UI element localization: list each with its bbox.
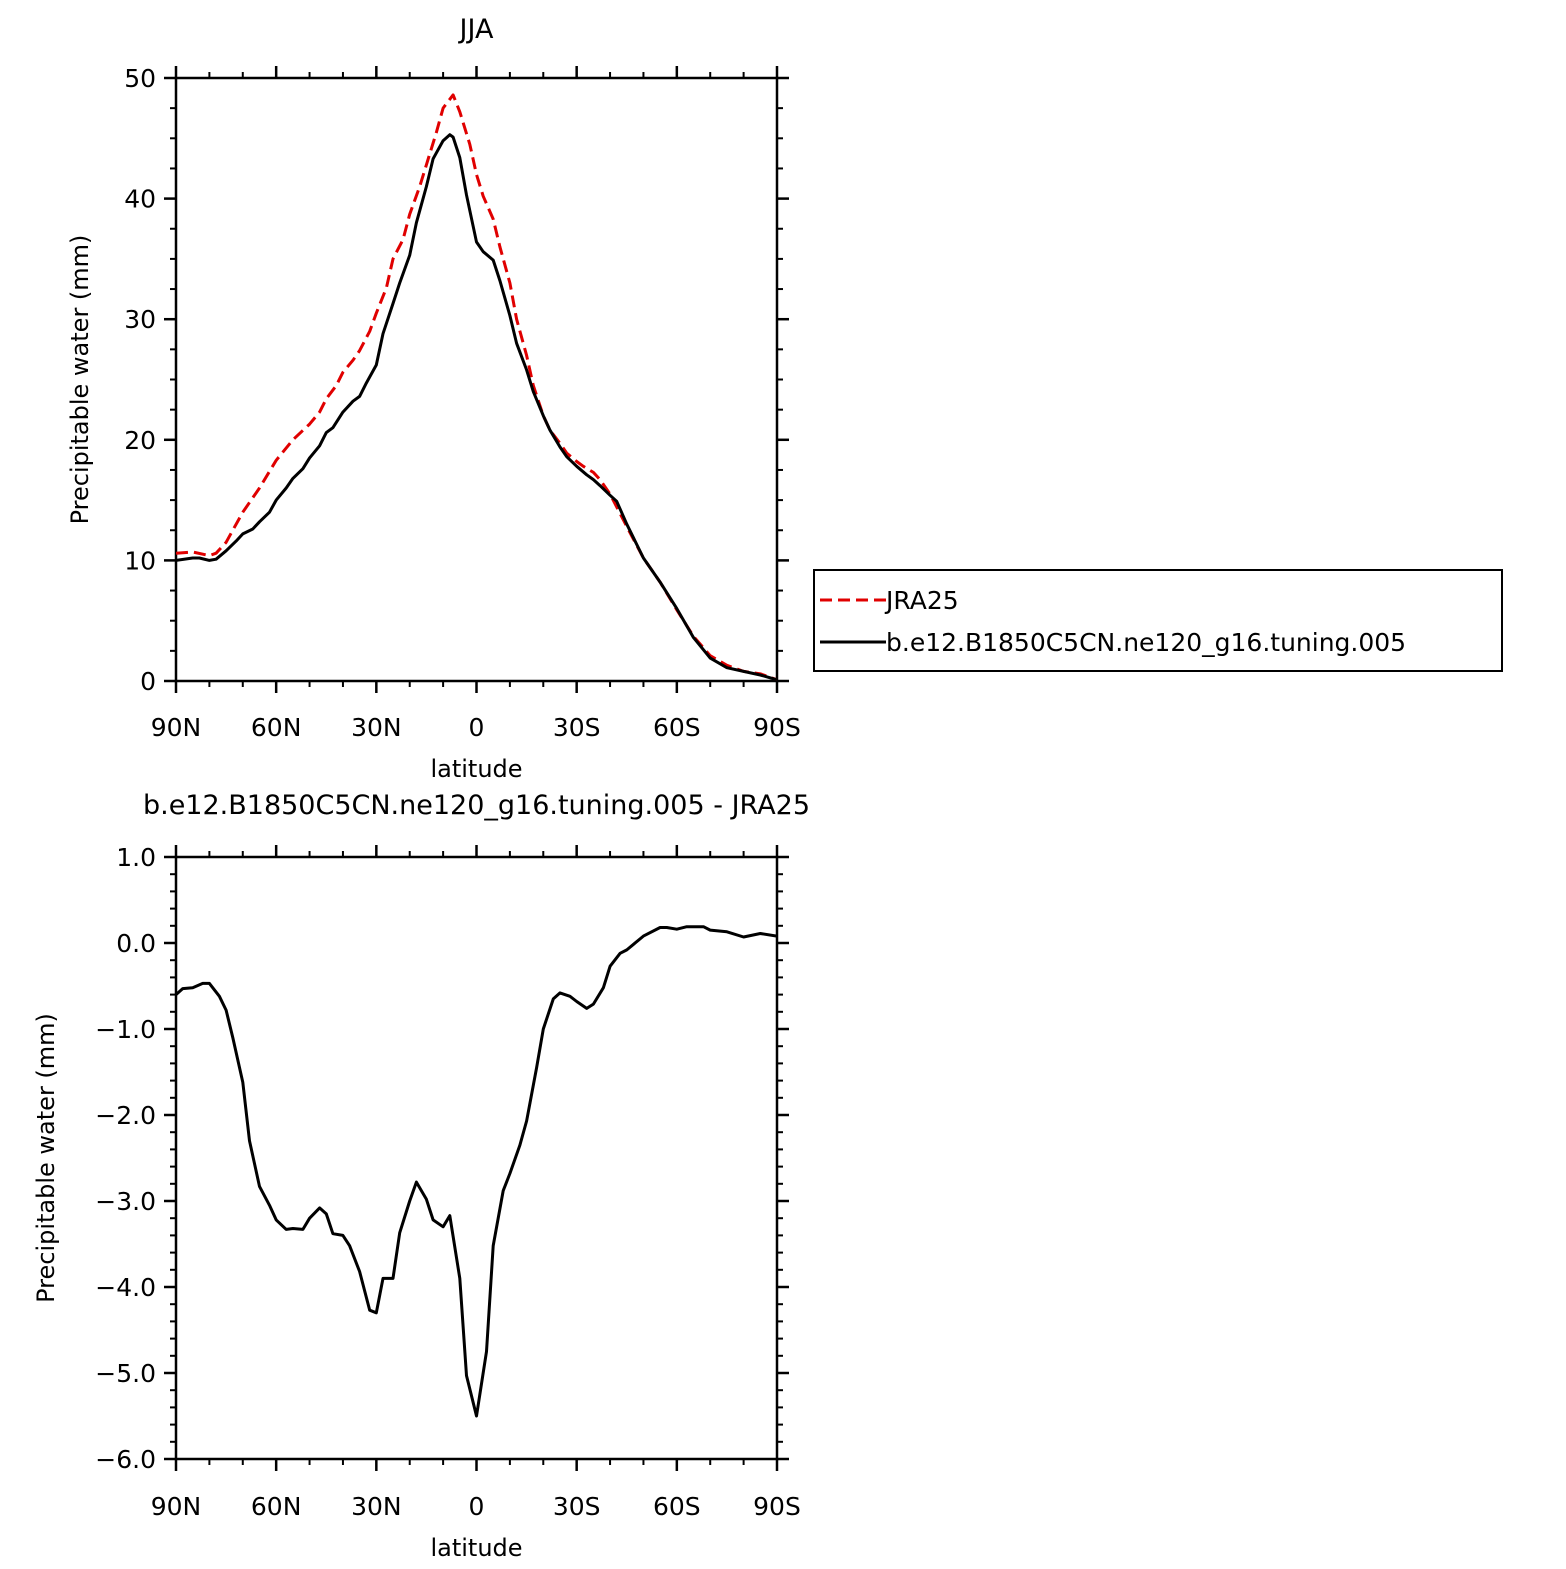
plot-frame xyxy=(174,855,779,1461)
legend-box xyxy=(813,569,1503,672)
y-axis-title: Precipitable water (mm) xyxy=(66,235,94,525)
top-panel-jja: JJA latitude Precipitable water (mm) 90N 60N… xyxy=(66,14,1503,783)
x-tick-label: 90S xyxy=(753,713,801,742)
y-tick-label: −4.0 xyxy=(95,1273,156,1302)
x-tick-label: 0 xyxy=(469,713,485,742)
series-line-b-e12-b1850c5cn-ne120-g16-tuning-005 xyxy=(176,133,777,681)
series-line-difference xyxy=(176,925,777,1418)
x-tick-label: 30S xyxy=(553,1492,601,1521)
y-tick-label: −3.0 xyxy=(95,1187,156,1216)
series-line-jra25 xyxy=(176,93,777,681)
x-tick-label: 0 xyxy=(469,1492,485,1521)
x-tick-label: 30S xyxy=(553,713,601,742)
x-tick-label: 30N xyxy=(351,713,402,742)
x-tick-label: 60N xyxy=(251,713,302,742)
y-tick-label: 1.0 xyxy=(116,843,156,872)
y-tick-label: 20 xyxy=(124,426,156,455)
x-tick-label: 90N xyxy=(151,713,202,742)
x-tick-label: 60S xyxy=(653,713,701,742)
y-tick-label: −6.0 xyxy=(95,1445,156,1474)
x-tick-label: 90S xyxy=(753,1492,801,1521)
legend-label: JRA25 xyxy=(884,586,959,615)
x-tick-label: 60N xyxy=(251,1492,302,1521)
y-tick-label: −1.0 xyxy=(95,1015,156,1044)
y-tick-label: −5.0 xyxy=(95,1359,156,1388)
x-axis-title: latitude xyxy=(430,1534,522,1562)
y-axis-title: Precipitable water (mm) xyxy=(32,1013,60,1303)
x-tick-label: 90N xyxy=(151,1492,202,1521)
y-tick-label: 0 xyxy=(140,667,156,696)
y-tick-label: 0.0 xyxy=(116,929,156,958)
bottom-panel-difference: b.e12.B1850C5CN.ne120_g16.tuning.005 - J… xyxy=(32,790,810,1562)
legend-label: b.e12.B1850C5CN.ne120_g16.tuning.005 xyxy=(886,628,1406,657)
chart-title: JJA xyxy=(458,14,494,45)
y-tick-label: 30 xyxy=(124,305,156,334)
x-tick-label: 60S xyxy=(653,1492,701,1521)
y-tick-label: 40 xyxy=(124,185,156,214)
y-tick-label: 10 xyxy=(124,546,156,575)
chart-title: b.e12.B1850C5CN.ne120_g16.tuning.005 - J… xyxy=(143,790,810,821)
x-axis-title: latitude xyxy=(430,755,522,783)
y-tick-label: 50 xyxy=(124,64,156,93)
x-tick-label: 30N xyxy=(351,1492,402,1521)
y-tick-label: −2.0 xyxy=(95,1101,156,1130)
